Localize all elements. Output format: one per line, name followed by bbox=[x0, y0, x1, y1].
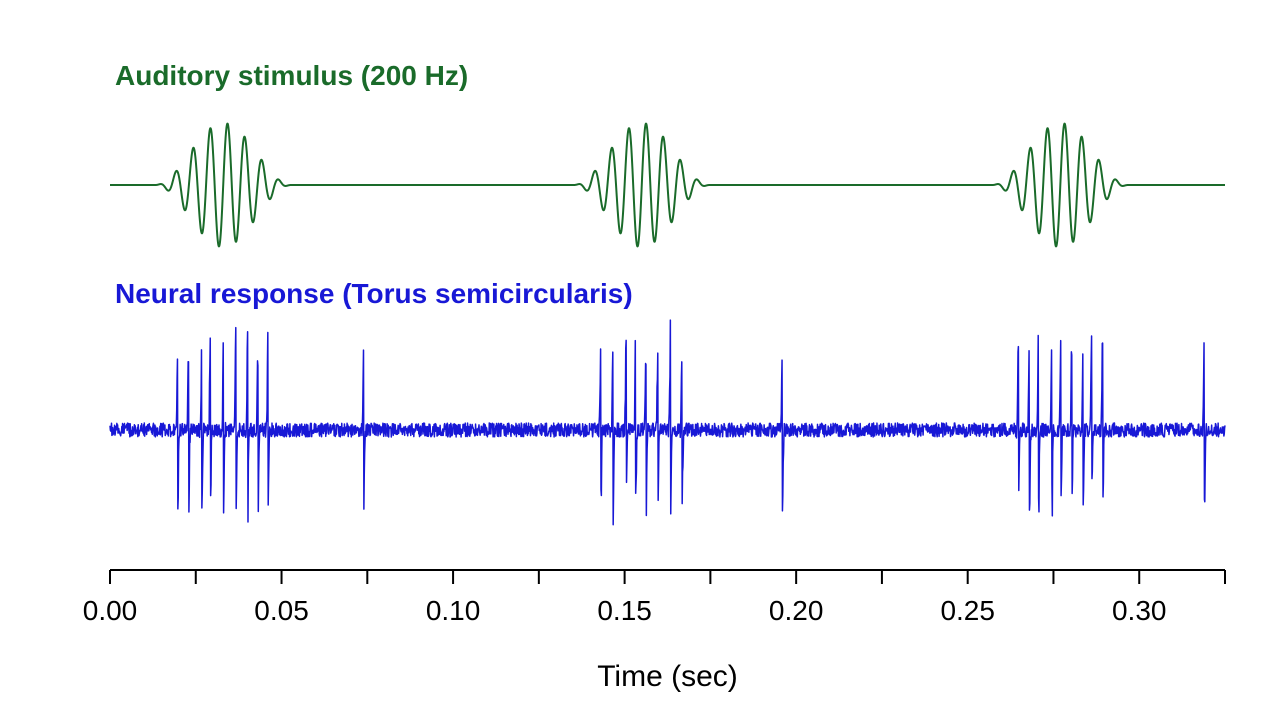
x-tick-label: 0.00 bbox=[83, 595, 138, 627]
x-tick-label: 0.15 bbox=[597, 595, 652, 627]
stimulus-trace bbox=[110, 124, 1225, 247]
stimulus-trace-label: Auditory stimulus (200 Hz) bbox=[115, 60, 468, 92]
x-tick-label: 0.10 bbox=[426, 595, 481, 627]
x-tick-label: 0.30 bbox=[1112, 595, 1167, 627]
neural-trace-label: Neural response (Torus semicircularis) bbox=[115, 278, 633, 310]
x-tick-label: 0.05 bbox=[254, 595, 309, 627]
x-tick-label: 0.20 bbox=[769, 595, 824, 627]
chart-container: Auditory stimulus (200 Hz) Neural respon… bbox=[0, 0, 1280, 719]
x-axis bbox=[110, 570, 1225, 584]
neural-trace bbox=[110, 320, 1225, 525]
x-axis-label: Time (sec) bbox=[597, 660, 738, 694]
x-tick-label: 0.25 bbox=[940, 595, 995, 627]
